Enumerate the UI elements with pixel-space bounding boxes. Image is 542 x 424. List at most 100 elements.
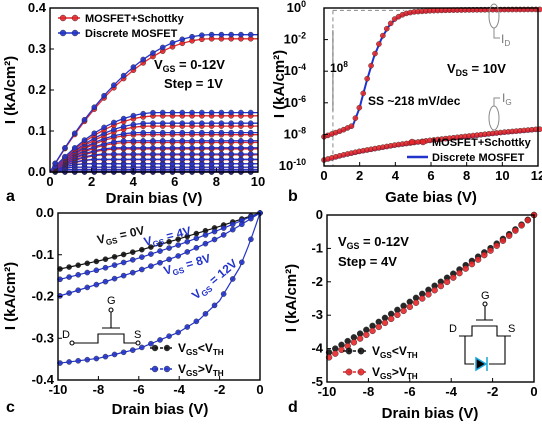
data-point-blue xyxy=(218,129,225,136)
panel-d-x-tick-label: -4 xyxy=(445,384,457,399)
data-point xyxy=(462,265,469,272)
legend-marker xyxy=(357,368,365,376)
data-point xyxy=(111,262,118,268)
panel-a-y-tick-label: 0.2 xyxy=(28,82,46,97)
data-point-blue xyxy=(179,145,186,151)
data-point-blue xyxy=(169,151,176,157)
data-point-blue xyxy=(91,130,98,137)
data-point-blue xyxy=(247,120,254,127)
data-point xyxy=(148,263,154,269)
data-point xyxy=(102,264,109,271)
data-point-blue xyxy=(169,120,176,127)
data-point xyxy=(93,355,100,362)
data-point-blue xyxy=(238,145,244,151)
data-point xyxy=(211,236,218,243)
circuit-label-s: S xyxy=(134,329,141,341)
data-point xyxy=(175,253,181,259)
data-point xyxy=(120,259,127,266)
data-point-blue xyxy=(140,120,146,127)
data-point-blue xyxy=(150,145,156,151)
data-point xyxy=(75,357,81,364)
panel-c-x-label: Drain bias (V) xyxy=(112,401,209,418)
id-data-point xyxy=(360,90,367,97)
data-point xyxy=(518,222,525,229)
data-point xyxy=(211,228,218,235)
data-point xyxy=(338,346,345,354)
terminal-s xyxy=(135,340,141,346)
panel-c-y-tick-label: -0.4 xyxy=(32,372,55,387)
panel-c-y-tick-label: -0.1 xyxy=(32,247,54,262)
data-point xyxy=(505,232,513,239)
data-point xyxy=(93,258,100,265)
id-data-point xyxy=(352,115,359,121)
panel-a-vgs-range: VGS = 0-12V xyxy=(154,57,225,74)
data-point xyxy=(157,259,163,266)
data-point-blue xyxy=(179,138,186,144)
legend-label: MOSFET+Schottky xyxy=(432,137,532,149)
data-point xyxy=(487,247,494,254)
data-point-blue xyxy=(189,129,195,136)
data-point-blue xyxy=(247,151,254,157)
data-point-blue xyxy=(218,151,225,157)
panel-d-step: Step = 4V xyxy=(338,254,397,269)
data-point-blue xyxy=(179,151,186,157)
legend-marker xyxy=(419,138,427,146)
legend-marker xyxy=(163,344,171,352)
data-point xyxy=(220,291,227,297)
data-point-blue xyxy=(228,138,234,144)
data-point xyxy=(120,349,127,356)
data-point xyxy=(93,267,100,274)
legend-marker xyxy=(59,29,67,37)
circuit-wire xyxy=(459,325,511,337)
legend-label: VGS>VTH xyxy=(372,365,418,381)
data-point-blue xyxy=(189,120,195,127)
data-point-blue xyxy=(159,120,166,127)
data-point xyxy=(175,236,181,242)
data-point-blue xyxy=(150,50,156,56)
circuit-label-d: D xyxy=(449,323,457,335)
panel-a-y-tick-label: 0.1 xyxy=(28,123,46,138)
data-point xyxy=(425,291,432,298)
data-point-blue xyxy=(189,151,195,157)
panel-a-step: Step = 1V xyxy=(164,76,223,91)
data-point xyxy=(184,324,191,330)
data-point xyxy=(381,319,389,327)
data-point xyxy=(184,249,191,255)
data-point-blue xyxy=(247,109,254,116)
data-point xyxy=(166,245,172,251)
data-point-blue xyxy=(150,138,156,144)
data-point-blue xyxy=(218,31,225,38)
panel-a-x-tick-label: 0 xyxy=(46,174,53,189)
data-point xyxy=(193,235,200,242)
data-point xyxy=(148,251,154,257)
data-point-blue xyxy=(130,145,137,151)
data-point-blue xyxy=(208,145,215,151)
ss-label: SS ~218 mV/dec xyxy=(368,94,461,108)
curve-label-0v: VGS = 0V xyxy=(96,223,146,249)
data-point xyxy=(111,275,118,282)
diode-icon xyxy=(475,356,488,372)
data-point-blue xyxy=(228,31,234,38)
panel-d xyxy=(325,211,538,361)
panel-c-x-tick-label: 0 xyxy=(256,382,263,397)
data-point-blue xyxy=(199,138,205,144)
id-data-point xyxy=(364,75,370,82)
terminal-g xyxy=(108,307,114,313)
panel-a xyxy=(49,31,258,175)
legend-marker xyxy=(163,365,171,373)
data-point-blue xyxy=(238,120,244,127)
panel-c-y-tick-label: -0.3 xyxy=(32,330,54,345)
data-point xyxy=(332,350,339,357)
legend-marker xyxy=(59,14,67,22)
panel-b-x-tick-label: 6 xyxy=(427,168,434,183)
data-point-blue xyxy=(111,119,117,126)
data-point-blue xyxy=(140,151,146,157)
data-point xyxy=(129,249,136,255)
data-point-blue xyxy=(238,138,244,144)
data-point-blue xyxy=(169,145,176,151)
data-point-blue xyxy=(71,130,78,137)
data-point xyxy=(456,269,463,277)
legend-label: MOSFET+Schottky xyxy=(85,13,185,25)
data-point xyxy=(211,302,218,309)
data-point-blue xyxy=(238,31,244,38)
